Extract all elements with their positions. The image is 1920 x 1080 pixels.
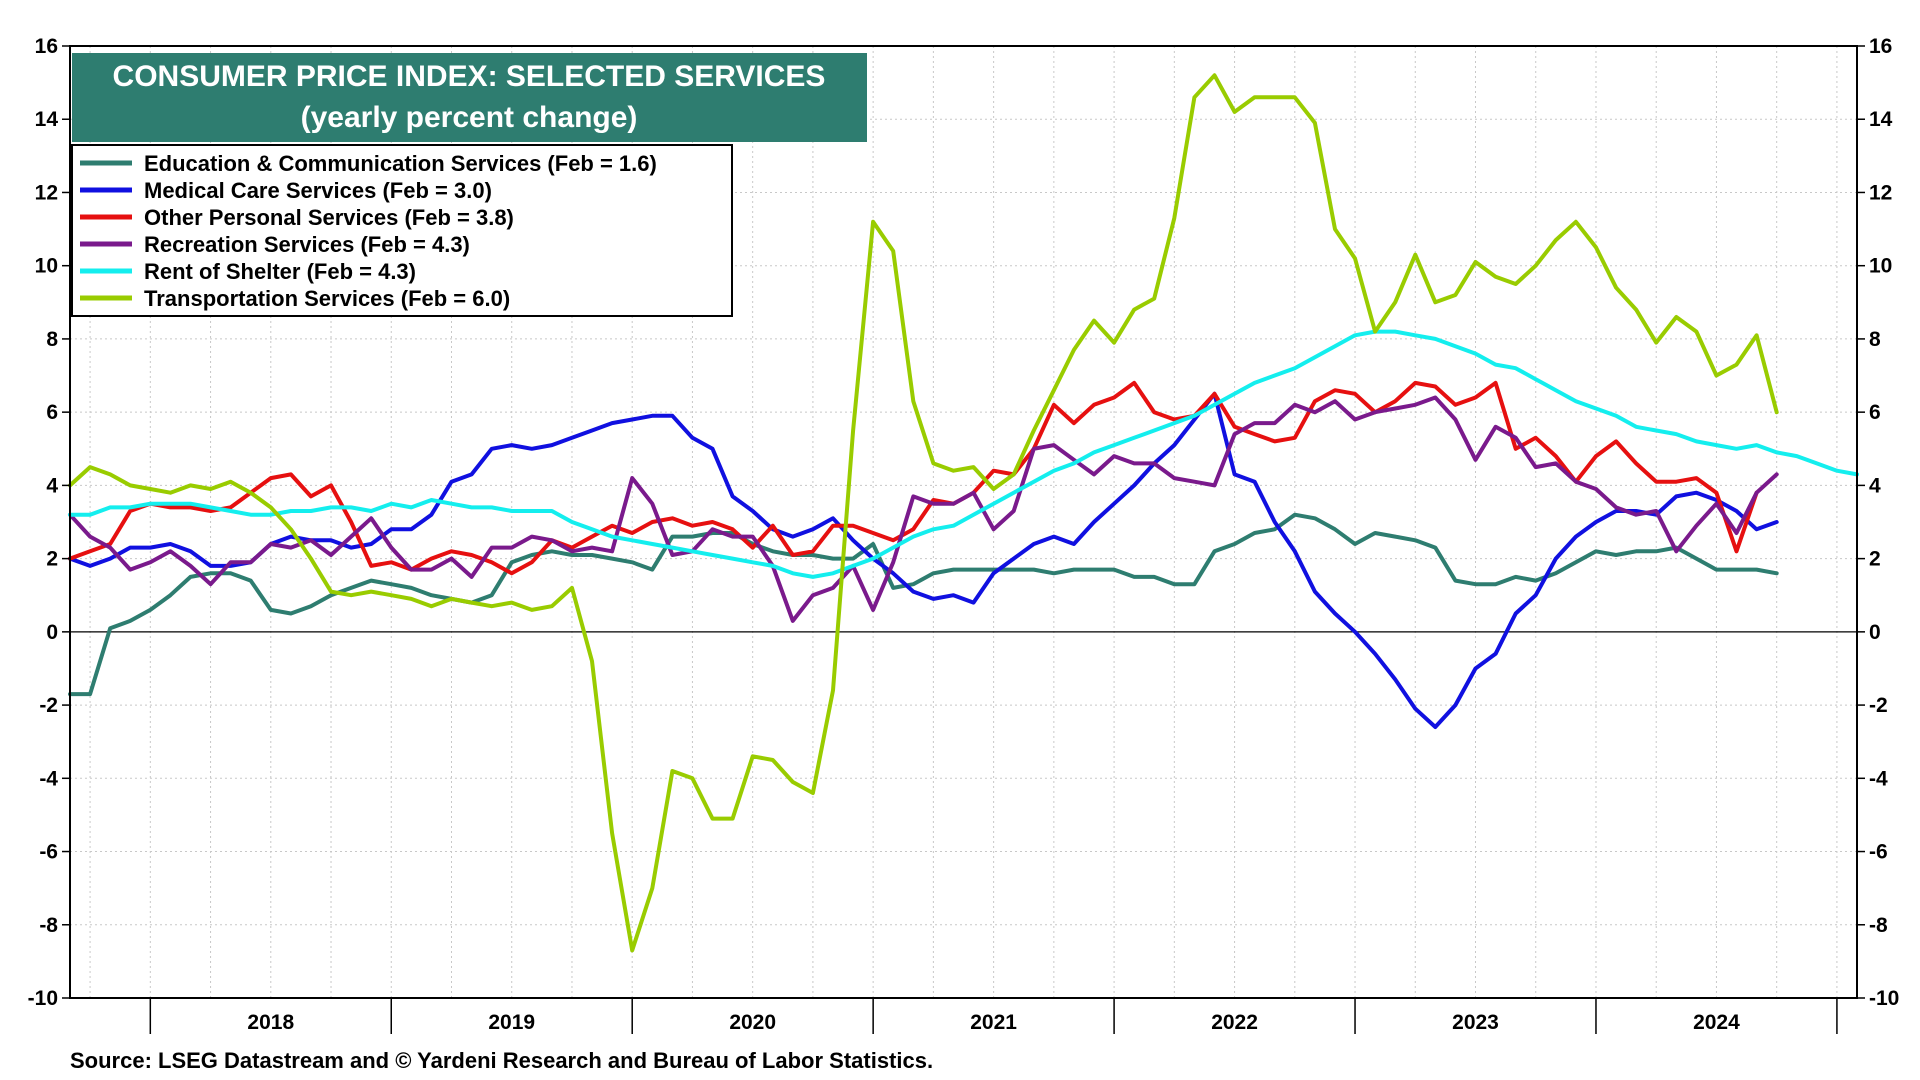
y-tick-label-left: 10	[35, 255, 58, 278]
y-tick-label-right: -4	[1869, 767, 1888, 790]
chart-title: CONSUMER PRICE INDEX: SELECTED SERVICES	[113, 60, 826, 93]
y-tick-label-left: 8	[46, 328, 58, 351]
legend-label: Other Personal Services (Feb = 3.8)	[144, 205, 514, 230]
y-tick-label-right: 6	[1869, 401, 1881, 424]
series-line-2	[68, 380, 1759, 576]
series-line-4	[68, 329, 1859, 579]
y-tick-label-right: 14	[1869, 108, 1893, 131]
y-tick-label-right: 10	[1869, 255, 1892, 278]
y-tick-label-left: 16	[35, 35, 58, 58]
y-tick-label-right: 0	[1869, 621, 1881, 644]
y-tick-label-right: -8	[1869, 914, 1888, 937]
y-tick-label-right: 4	[1869, 474, 1881, 497]
right-axis-ticks: -10 -8 -6 -4 -2 0 2 4 6 8 10 12 14 16	[1857, 35, 1899, 1010]
x-tick-label: 2021	[970, 1011, 1017, 1034]
legend-label: Rent of Shelter (Feb = 4.3)	[144, 259, 416, 284]
y-tick-label-right: -10	[1869, 987, 1899, 1010]
x-tick-label: 2019	[488, 1011, 535, 1034]
legend: Education & Communication Services (Feb …	[71, 144, 733, 317]
x-tick-label: 2024	[1693, 1011, 1740, 1034]
series-lines	[68, 73, 1859, 953]
chart-title-box: CONSUMER PRICE INDEX: SELECTED SERVICES …	[72, 53, 867, 142]
y-tick-label-left: 2	[46, 548, 58, 571]
y-tick-label-left: 14	[35, 108, 59, 131]
y-tick-label-right: 16	[1869, 35, 1892, 58]
y-tick-label-left: 12	[35, 181, 58, 204]
y-tick-label-right: 8	[1869, 328, 1881, 351]
left-axis-ticks: -10 -8 -6 -4 -2 0 2 4 6 8 10 12 14 16	[28, 35, 70, 1010]
x-tick-label: 2022	[1211, 1011, 1258, 1034]
y-tick-label-left: -6	[39, 841, 58, 864]
y-tick-label-right: 12	[1869, 181, 1892, 204]
y-tick-label-left: 4	[46, 474, 58, 497]
series-line-0	[68, 512, 1779, 697]
y-tick-label-left: 0	[46, 621, 58, 644]
y-tick-label-left: -2	[39, 694, 58, 717]
y-tick-label-left: -8	[39, 914, 58, 937]
legend-label: Education & Communication Services (Feb …	[144, 151, 657, 176]
x-tick-label: 2023	[1452, 1011, 1499, 1034]
series-line-1	[68, 391, 1779, 729]
y-tick-label-left: 6	[46, 401, 58, 424]
y-tick-label-left: -10	[28, 987, 58, 1010]
legend-label: Transportation Services (Feb = 6.0)	[144, 286, 510, 311]
plot-frame	[69, 45, 1858, 999]
x-tick-label: 2018	[247, 1011, 294, 1034]
series-line-3	[68, 395, 1779, 623]
y-tick-label-right: -6	[1869, 841, 1888, 864]
legend-label: Recreation Services (Feb = 4.3)	[144, 232, 470, 257]
y-tick-label-right: 2	[1869, 548, 1881, 571]
y-tick-label-left: -4	[39, 767, 58, 790]
y-tick-label-right: -2	[1869, 694, 1888, 717]
x-tick-label: 2020	[729, 1011, 776, 1034]
source-note: Source: LSEG Datastream and © Yardeni Re…	[70, 1048, 933, 1073]
chart-subtitle: (yearly percent change)	[301, 101, 638, 134]
x-axis-ticks: 2018 2019 2020 2021 2022 2023 2024	[149, 998, 1838, 1034]
series-line-5	[68, 73, 1779, 953]
legend-label: Medical Care Services (Feb = 3.0)	[144, 178, 492, 203]
